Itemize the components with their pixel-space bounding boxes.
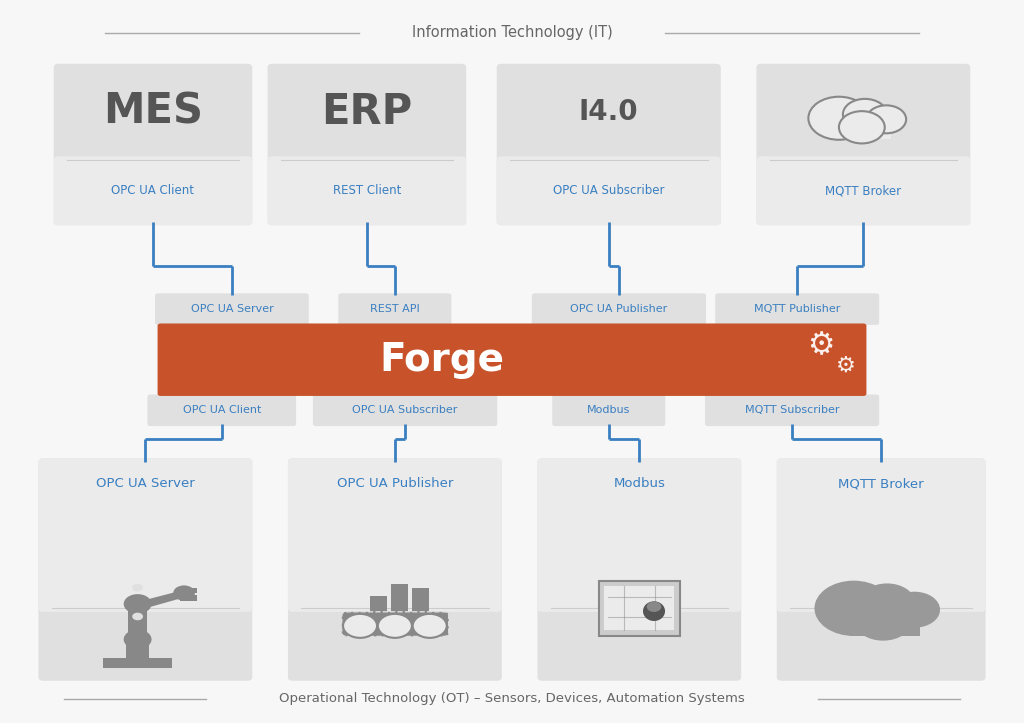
Circle shape	[889, 591, 940, 628]
FancyBboxPatch shape	[497, 156, 721, 225]
Bar	[126, 639, 150, 659]
FancyBboxPatch shape	[757, 156, 971, 225]
Ellipse shape	[643, 602, 665, 621]
Text: OPC UA Subscriber: OPC UA Subscriber	[553, 184, 665, 197]
FancyBboxPatch shape	[497, 64, 721, 225]
FancyBboxPatch shape	[39, 458, 252, 612]
Bar	[180, 588, 198, 593]
FancyBboxPatch shape	[288, 458, 502, 612]
Text: Forge: Forge	[379, 341, 504, 379]
Text: ⚙: ⚙	[807, 332, 835, 361]
Text: OPC UA Client: OPC UA Client	[112, 184, 195, 197]
Text: Operational Technology (OT) – Sensors, Devices, Automation Systems: Operational Technology (OT) – Sensors, D…	[280, 692, 744, 705]
FancyBboxPatch shape	[538, 458, 741, 681]
Circle shape	[343, 614, 377, 638]
FancyBboxPatch shape	[342, 612, 449, 636]
Text: OPC UA Publisher: OPC UA Publisher	[337, 477, 453, 490]
FancyBboxPatch shape	[338, 294, 452, 325]
Bar	[836, 117, 891, 139]
FancyBboxPatch shape	[705, 395, 880, 426]
Circle shape	[839, 111, 885, 143]
Text: ⚙: ⚙	[836, 355, 856, 375]
Circle shape	[132, 583, 143, 591]
Circle shape	[854, 599, 912, 641]
FancyBboxPatch shape	[147, 395, 296, 426]
Circle shape	[124, 594, 152, 614]
FancyBboxPatch shape	[288, 458, 502, 681]
FancyBboxPatch shape	[538, 458, 741, 612]
Circle shape	[647, 602, 662, 612]
Bar	[128, 604, 146, 639]
Bar	[391, 583, 408, 617]
FancyBboxPatch shape	[158, 323, 866, 396]
FancyBboxPatch shape	[757, 64, 971, 225]
FancyBboxPatch shape	[715, 294, 880, 325]
Circle shape	[859, 583, 915, 623]
Text: OPC UA Publisher: OPC UA Publisher	[570, 304, 668, 314]
Circle shape	[866, 106, 906, 133]
Circle shape	[124, 630, 152, 649]
Text: MQTT Publisher: MQTT Publisher	[754, 304, 841, 314]
Text: OPC UA Server: OPC UA Server	[96, 477, 195, 490]
Text: I4.0: I4.0	[579, 98, 639, 126]
FancyBboxPatch shape	[777, 458, 985, 681]
FancyBboxPatch shape	[155, 294, 309, 325]
Text: Information Technology (IT): Information Technology (IT)	[412, 25, 612, 40]
Text: Modbus: Modbus	[587, 406, 631, 415]
Circle shape	[843, 99, 887, 130]
Circle shape	[132, 612, 143, 620]
Text: OPC UA Subscriber: OPC UA Subscriber	[352, 406, 458, 415]
Text: MQTT Broker: MQTT Broker	[825, 184, 901, 197]
Bar	[599, 581, 680, 636]
Text: REST API: REST API	[370, 304, 420, 314]
Bar	[180, 595, 198, 601]
Text: MQTT Broker: MQTT Broker	[839, 477, 924, 490]
Text: REST Client: REST Client	[333, 184, 401, 197]
Bar	[850, 607, 921, 636]
Text: OPC UA Client: OPC UA Client	[182, 406, 261, 415]
Text: MQTT Subscriber: MQTT Subscriber	[744, 406, 840, 415]
Bar	[412, 588, 429, 617]
Text: OPC UA Server: OPC UA Server	[190, 304, 273, 314]
FancyBboxPatch shape	[267, 64, 466, 225]
FancyBboxPatch shape	[777, 458, 985, 612]
Bar	[370, 596, 387, 617]
FancyBboxPatch shape	[267, 156, 466, 225]
Bar	[102, 659, 172, 668]
FancyBboxPatch shape	[53, 64, 252, 225]
Circle shape	[173, 586, 195, 601]
FancyBboxPatch shape	[313, 395, 498, 426]
Circle shape	[808, 97, 869, 140]
Polygon shape	[130, 591, 191, 608]
Text: Modbus: Modbus	[613, 477, 666, 490]
Bar	[604, 586, 674, 630]
Circle shape	[413, 614, 446, 638]
Circle shape	[814, 581, 893, 636]
Text: ERP: ERP	[322, 91, 413, 133]
FancyBboxPatch shape	[39, 458, 252, 681]
FancyBboxPatch shape	[53, 156, 252, 225]
Circle shape	[378, 614, 412, 638]
Text: MES: MES	[103, 91, 203, 133]
FancyBboxPatch shape	[531, 294, 706, 325]
FancyBboxPatch shape	[552, 395, 666, 426]
